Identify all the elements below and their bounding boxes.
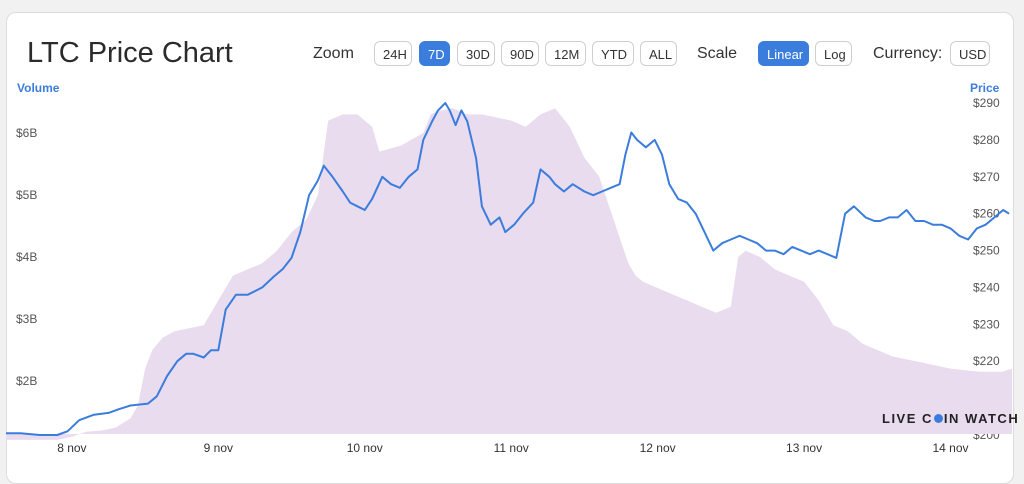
volume-tick-label: $2B (16, 374, 37, 388)
time-axis: 8 nov 9 nov 10 nov 11 nov 12 nov 13 nov 14 nov (57, 441, 968, 455)
time-tick-label: 9 nov (204, 441, 233, 455)
price-tick-label: $250 (973, 244, 1000, 258)
zoom-30d-button[interactable]: 30D (457, 41, 495, 66)
price-tick-label: $240 (973, 280, 1000, 294)
scale-label: Scale (697, 45, 738, 62)
volume-axis-title: Volume (17, 81, 60, 95)
price-axis: $200$210$220$230$240$250$260$270$280$290 (973, 96, 1000, 442)
price-tick-label: $280 (973, 133, 1000, 147)
price-line (6, 102, 1010, 436)
price-axis-title: Price (970, 81, 1000, 95)
volume-area (6, 108, 1012, 440)
scale-linear-button[interactable]: Linear (758, 41, 809, 66)
zoom-24h-button[interactable]: 24H (374, 41, 412, 66)
volume-tick-label: $3B (16, 312, 37, 326)
page-title: LTC Price Chart (27, 37, 233, 69)
scale-log-button[interactable]: Log (815, 41, 852, 66)
volume-axis: $2B $3B $4B $5B $6B (16, 126, 37, 388)
livecoinwatch-logo: LIVE C IN WATCH (882, 411, 1020, 426)
time-tick-label: 14 nov (932, 441, 968, 455)
currency-select[interactable]: USD (950, 41, 990, 66)
time-tick-label: 10 nov (347, 441, 383, 455)
time-tick-label: 13 nov (786, 441, 822, 455)
price-tick-label: $270 (973, 170, 1000, 184)
price-chart: $2B$3B$4B$5B$6B $200$210$220$230$240$250… (6, 96, 1012, 455)
price-tick-label: $290 (973, 96, 1000, 110)
zoom-all-button[interactable]: ALL (640, 41, 677, 66)
currency-label: Currency: (873, 45, 943, 62)
volume-tick-label: $4B (16, 250, 37, 264)
zoom-label: Zoom (313, 45, 354, 62)
volume-tick-label: $6B (16, 126, 37, 140)
volume-tick-label: $5B (16, 188, 37, 202)
price-tick-label: $230 (973, 317, 1000, 331)
zoom-7d-button[interactable]: 7D (419, 41, 450, 66)
time-tick-label: 12 nov (640, 441, 676, 455)
zoom-90d-button[interactable]: 90D (501, 41, 539, 66)
price-tick-label: $260 (973, 207, 1000, 221)
zoom-ytd-button[interactable]: YTD (592, 41, 634, 66)
logo-dot-icon (933, 414, 943, 423)
price-tick-label: $220 (973, 354, 1000, 368)
time-tick-label: 8 nov (57, 441, 86, 455)
time-tick-label: 11 nov (494, 441, 529, 455)
zoom-12m-button[interactable]: 12M (545, 41, 586, 66)
